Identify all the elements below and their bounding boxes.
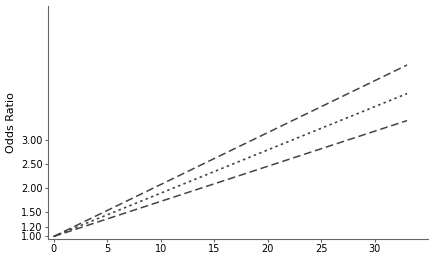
Y-axis label: Odds Ratio: Odds Ratio	[6, 92, 16, 153]
